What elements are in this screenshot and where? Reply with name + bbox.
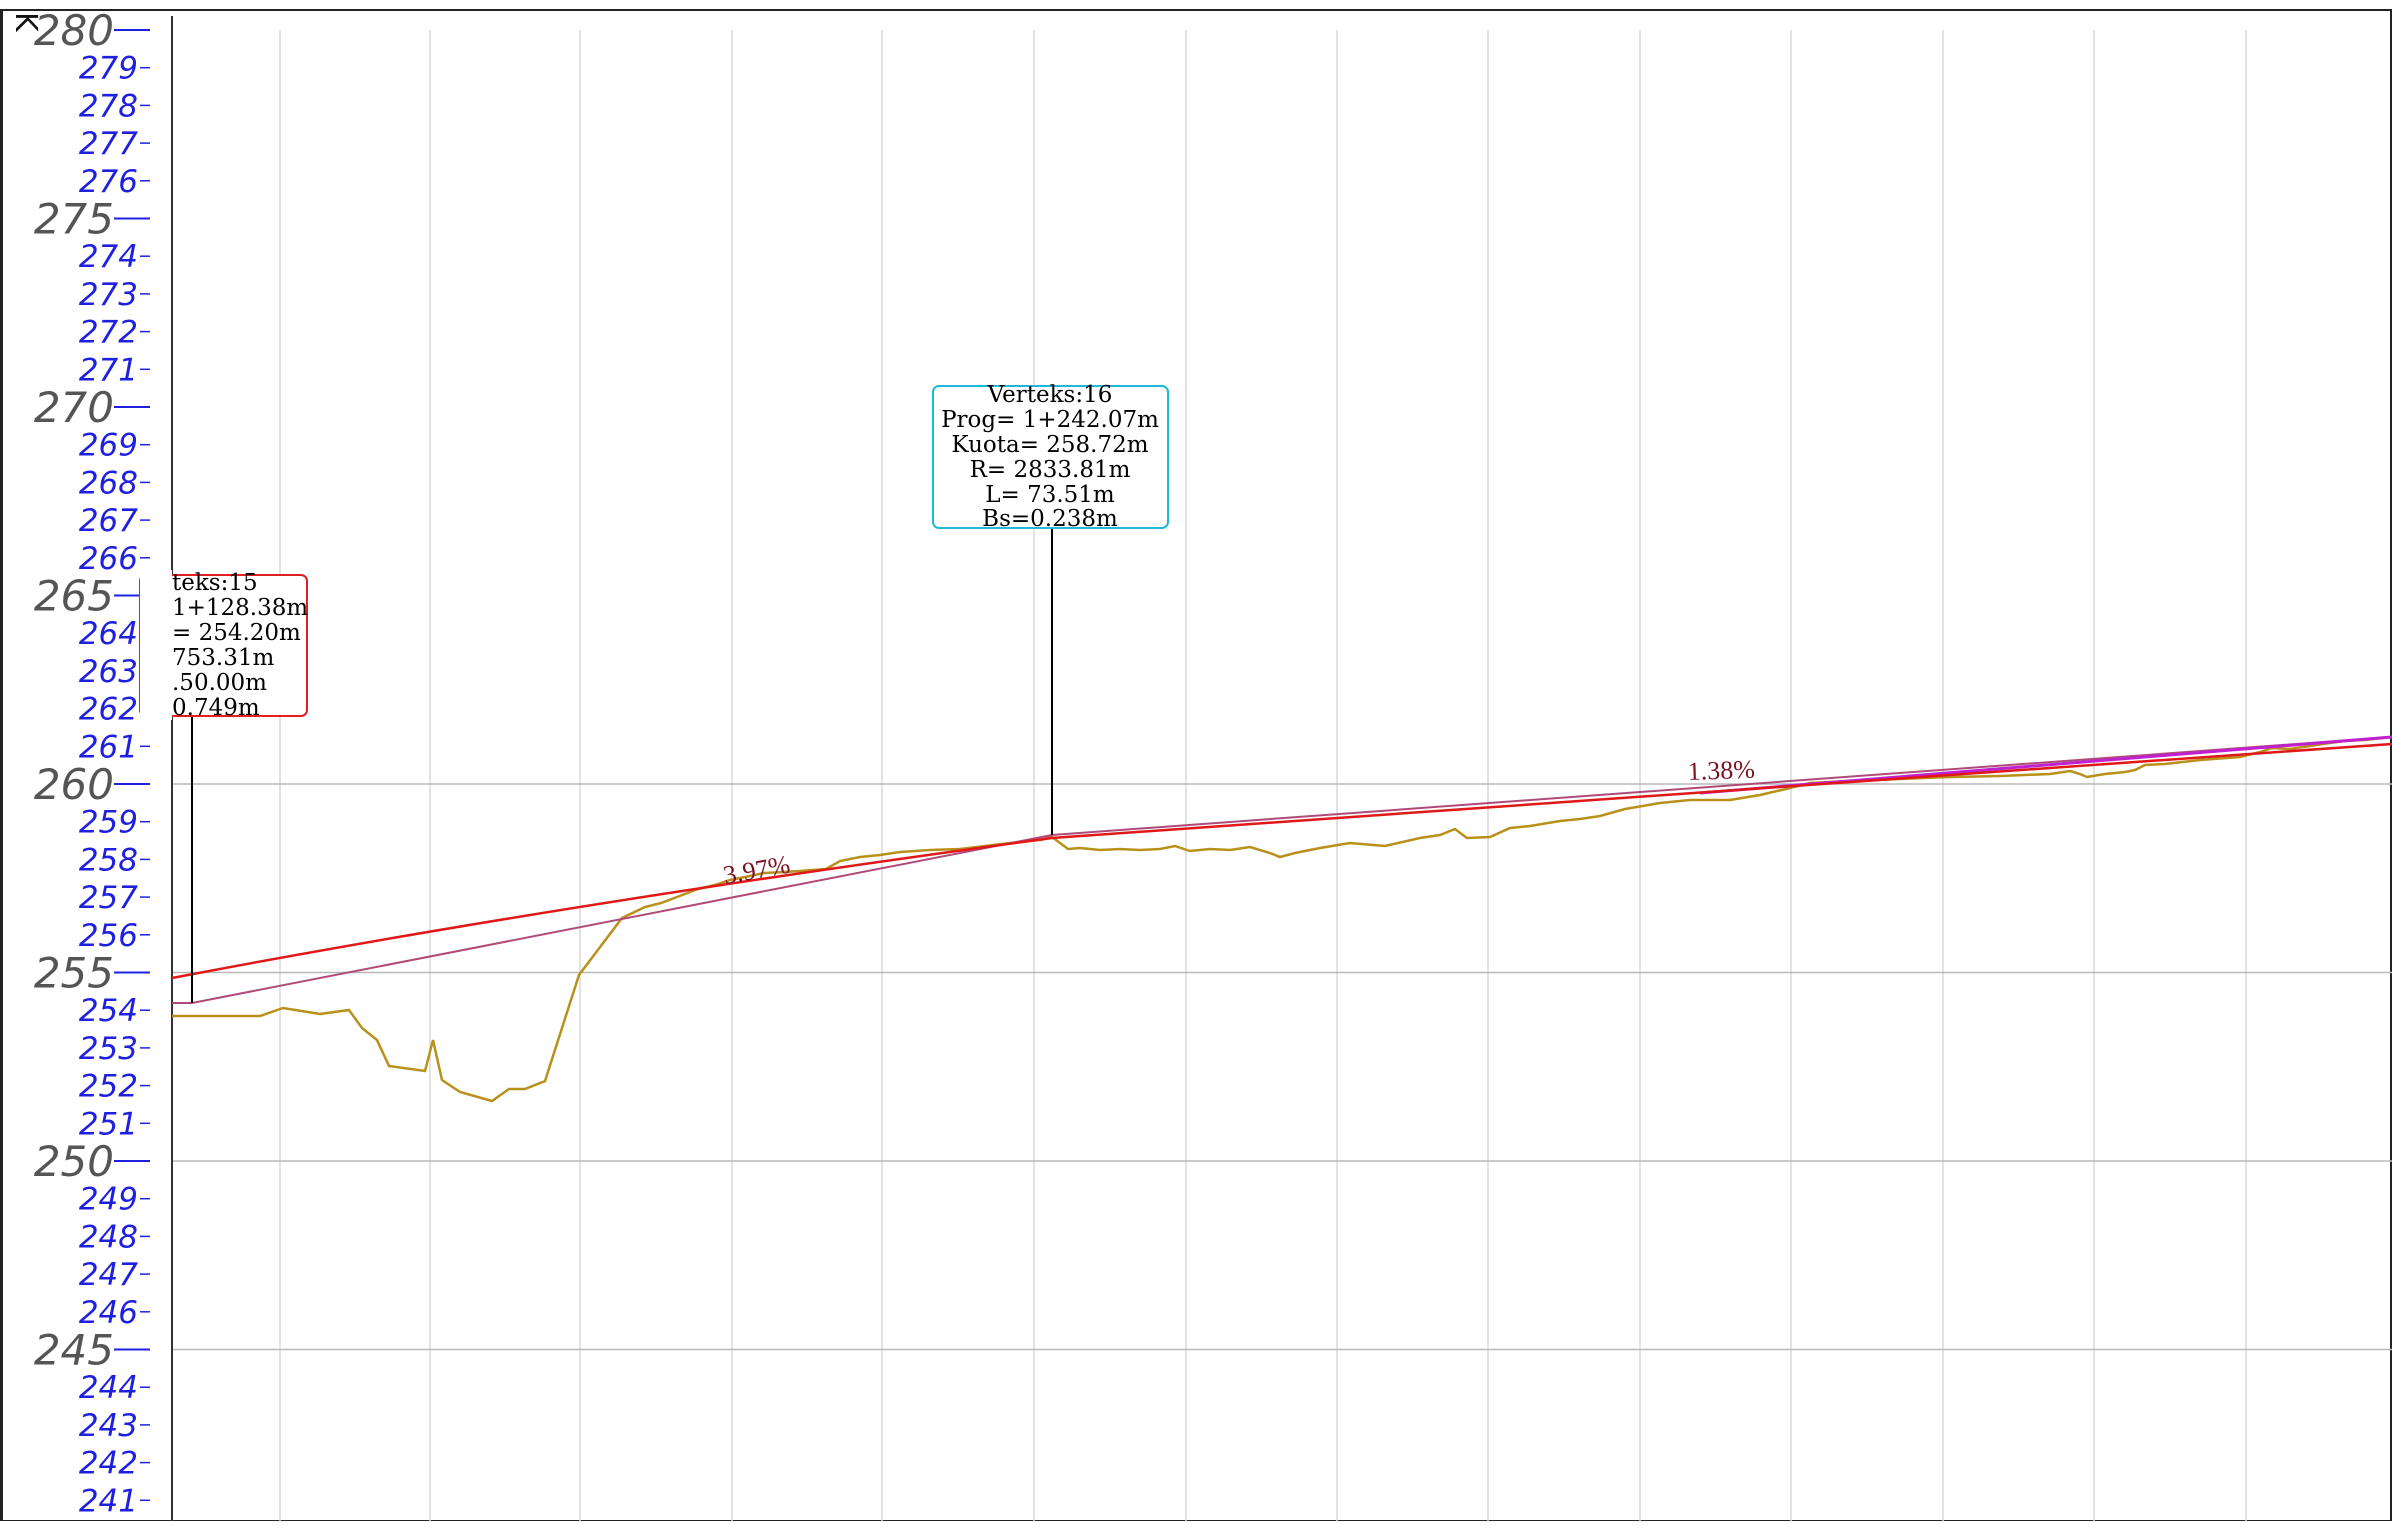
minor-tick-label: 243 [79,1408,138,1444]
minor-tick-label: 253 [79,1031,138,1067]
minor-tick-label: 251 [79,1106,138,1142]
vertex-16-prog: Prog= 1+242.07m [941,407,1159,433]
grade-label-right: 1.38% [1687,755,1755,786]
major-tick-label: 275 [34,195,114,244]
major-tick-label: 260 [34,760,114,809]
minor-tick-label: 256 [79,918,138,954]
elevation-axis: 2802752702652602552502452792782772762742… [34,6,173,1521]
minor-tick-label: 272 [79,315,138,351]
vertex-15-radius: 753.31m [172,645,274,671]
minor-tick-label: 248 [79,1219,138,1255]
minor-tick-label: 267 [79,503,138,539]
vertex-15-prog: 1+128.38m [172,595,308,621]
minor-tick-label: 259 [79,805,138,841]
major-tick-label: 280 [34,6,114,55]
major-tick-label: 255 [34,949,114,998]
minor-tick-label: 269 [79,428,138,464]
vertex-15-length: .50.00m [172,670,267,696]
design-grade-curve [171,742,2392,980]
minor-tick-label: 257 [79,880,138,916]
vertex-16-title: Verteks:16 [987,382,1113,408]
major-tick-label: 250 [34,1137,114,1186]
profile-lines [171,735,2392,1103]
minor-tick-label: 276 [79,164,138,200]
minor-tick-label: 254 [79,993,138,1029]
vertex-15-kuota: = 254.20m [172,620,301,646]
minor-tick-label: 278 [79,88,138,124]
minor-tick-label: 246 [79,1295,138,1331]
minor-tick-label: 249 [79,1182,138,1218]
grid-layer [172,30,2392,1521]
minor-tick-label: 262 [79,692,138,728]
minor-tick-label: 271 [79,352,138,388]
vertex-15-callout[interactable]: teks:15 1+128.38m = 254.20m 753.31m .50.… [139,570,308,721]
minor-tick-label: 277 [79,126,138,162]
minor-tick-label: 247 [79,1257,138,1293]
vertex-16-radius: R= 2833.81m [970,457,1131,483]
vertex-15-bs: 0.749m [172,695,260,721]
minor-tick-label: 244 [79,1370,138,1406]
minor-tick-label: 264 [79,616,138,652]
tangent-polyline [172,736,2392,1004]
axis-label: K [8,12,43,33]
vertex-16-length: L= 73.51m [985,482,1115,508]
terrain-line [172,735,2392,1103]
minor-tick-label: 252 [79,1069,138,1105]
vertex-16-kuota: Kuota= 258.72m [951,432,1148,458]
minor-tick-label: 242 [79,1446,138,1482]
minor-tick-label: 266 [79,541,138,577]
minor-tick-label: 263 [79,654,138,690]
minor-tick-label: 268 [79,465,138,501]
minor-tick-label: 279 [79,51,138,87]
vertex-16-callout[interactable]: Verteks:16 Prog= 1+242.07m Kuota= 258.72… [932,382,1169,532]
minor-tick-label: 273 [79,277,138,313]
minor-tick-label: 261 [79,729,138,765]
vertex-15-title: teks:15 [172,570,258,596]
major-tick-label: 245 [34,1326,114,1375]
minor-tick-label: 241 [79,1483,138,1519]
major-tick-label: 270 [34,383,114,432]
minor-tick-label: 258 [79,842,138,878]
vertex-16-bs: Bs=0.238m [982,506,1118,532]
major-tick-label: 265 [34,572,114,621]
minor-tick-label: 274 [79,239,138,275]
